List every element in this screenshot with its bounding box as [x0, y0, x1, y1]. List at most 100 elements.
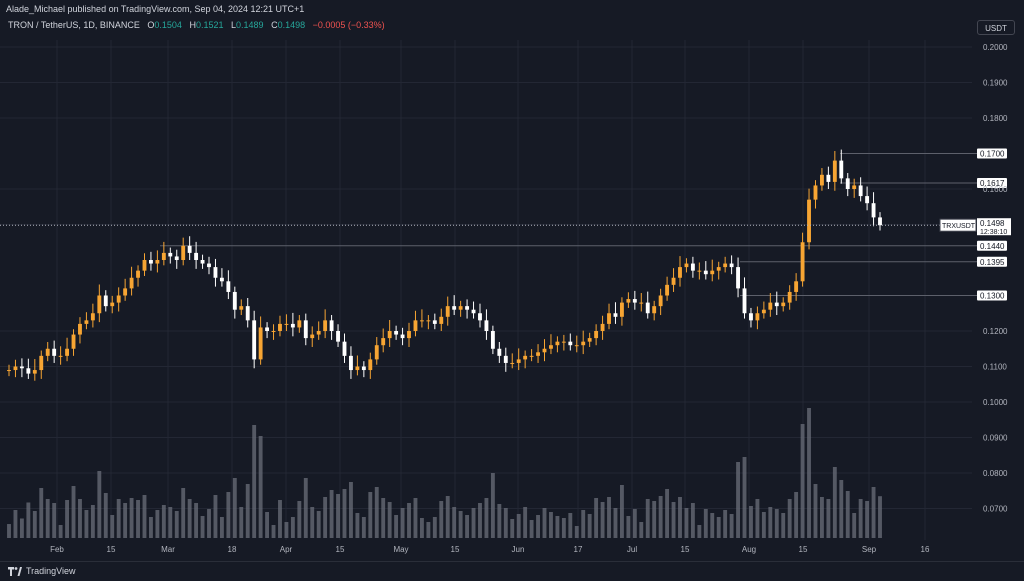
- candle-body: [336, 331, 340, 342]
- y-tick-label: 0.0700: [983, 505, 1008, 514]
- high-value: 0.1521: [195, 20, 224, 30]
- volume-bar: [387, 502, 392, 538]
- candle-body: [303, 320, 308, 339]
- level-label: 0.1617: [980, 179, 1005, 188]
- volume-bar: [310, 507, 315, 538]
- open-label: O: [147, 20, 155, 30]
- candle-body: [581, 341, 586, 346]
- y-tick-label: 0.1600: [983, 185, 1008, 194]
- candle-body: [278, 323, 282, 331]
- volume-bar: [574, 526, 579, 538]
- x-tick-label: Jun: [512, 545, 525, 554]
- volume-bar: [503, 508, 508, 538]
- volume-bar: [852, 513, 857, 538]
- x-tick-label: Jul: [627, 545, 637, 554]
- volume-bar: [116, 499, 121, 538]
- volume-bar: [439, 501, 444, 538]
- volume-bar: [587, 514, 592, 538]
- candle-body: [555, 341, 560, 346]
- candle-body: [361, 366, 366, 371]
- candle-body: [871, 203, 876, 218]
- volume-bar: [7, 524, 11, 538]
- candle-body: [149, 260, 153, 264]
- candle-body: [161, 252, 166, 260]
- volume-bar: [549, 512, 553, 538]
- currency-button[interactable]: USDT: [977, 20, 1015, 35]
- y-tick-label: 0.0800: [983, 469, 1008, 478]
- level-tag: [977, 177, 1007, 188]
- candle-body: [65, 348, 70, 356]
- level-tag: [977, 240, 1007, 251]
- candle-body: [445, 306, 450, 317]
- candle-body: [7, 370, 11, 372]
- volume-bar: [871, 487, 876, 538]
- candle-body: [768, 302, 773, 310]
- tradingview-brand[interactable]: TradingView: [8, 566, 76, 576]
- volume-bar: [800, 424, 805, 538]
- candle-body: [600, 323, 605, 331]
- candle-body: [32, 370, 37, 374]
- candle-body: [110, 302, 115, 307]
- volume-bar: [219, 517, 224, 538]
- volume-bar: [142, 495, 147, 538]
- volume-bar: [290, 517, 295, 538]
- candle-body: [213, 267, 218, 278]
- publisher-text: Alade_Michael published on TradingView.c…: [6, 4, 305, 14]
- candle-body: [123, 288, 128, 296]
- volume-bar: [742, 457, 747, 538]
- candle-body: [787, 291, 792, 303]
- volume-bar: [581, 510, 586, 538]
- volume-bar: [187, 499, 192, 538]
- candle-body: [613, 313, 618, 317]
- candle-body: [284, 323, 289, 325]
- volume-bar: [110, 515, 115, 538]
- volume-bar: [555, 516, 560, 538]
- level-tag: [977, 148, 1007, 159]
- candle-body: [258, 327, 263, 360]
- volume-bar: [278, 500, 282, 538]
- candle-body: [561, 341, 566, 343]
- candle-body: [665, 284, 670, 296]
- candle-body: [671, 277, 676, 285]
- volume-bar: [819, 497, 824, 538]
- time-axis: Feb 15 Mar 18 Apr 15 May 15 Jun 17 Jul 15 Aug 15 Sep 16: [50, 545, 930, 554]
- volume-bar: [710, 513, 715, 538]
- candle-body: [78, 323, 82, 335]
- candle-body: [478, 313, 482, 321]
- volume-bar: [458, 511, 463, 538]
- volume-bar: [736, 462, 740, 538]
- volume-bar: [729, 514, 734, 538]
- y-tick-label: 0.0900: [983, 434, 1008, 443]
- candle-body: [542, 348, 547, 353]
- volume-bar: [678, 497, 682, 538]
- volume-bar: [600, 502, 605, 538]
- candle-body: [690, 263, 695, 271]
- candle-body: [226, 281, 231, 292]
- candle-body: [181, 245, 186, 260]
- volume-bar: [149, 517, 153, 538]
- y-tick-label: 0.2000: [983, 43, 1008, 52]
- volume-bar: [58, 525, 63, 538]
- symbol-tag: [939, 218, 977, 232]
- candle-body: [749, 313, 753, 321]
- candle-body: [103, 295, 108, 307]
- candle-body: [800, 242, 805, 282]
- candle-body: [168, 252, 173, 257]
- candle-body: [174, 256, 179, 260]
- symbol-tag-label: TRXUSDT: [942, 223, 976, 230]
- y-tick-label: 0.1100: [983, 363, 1007, 372]
- candle-body: [90, 313, 95, 321]
- volume-bar: [52, 503, 57, 538]
- volume-bar: [26, 502, 31, 538]
- volume-bar: [878, 496, 882, 538]
- price-chart[interactable]: 0.1700 0.1617 0.1440 0.1395 0.1300 0.2000 0.1…: [0, 0, 1024, 561]
- candle-body: [374, 345, 379, 360]
- x-tick-label: Apr: [280, 545, 293, 554]
- volume-bar: [381, 498, 386, 538]
- candle-body: [426, 320, 431, 322]
- x-tick-label: 15: [107, 545, 116, 554]
- volume-bar: [39, 488, 44, 538]
- x-tick-label: 18: [228, 545, 237, 554]
- volume-bar: [323, 497, 328, 538]
- volume-bar: [813, 484, 818, 538]
